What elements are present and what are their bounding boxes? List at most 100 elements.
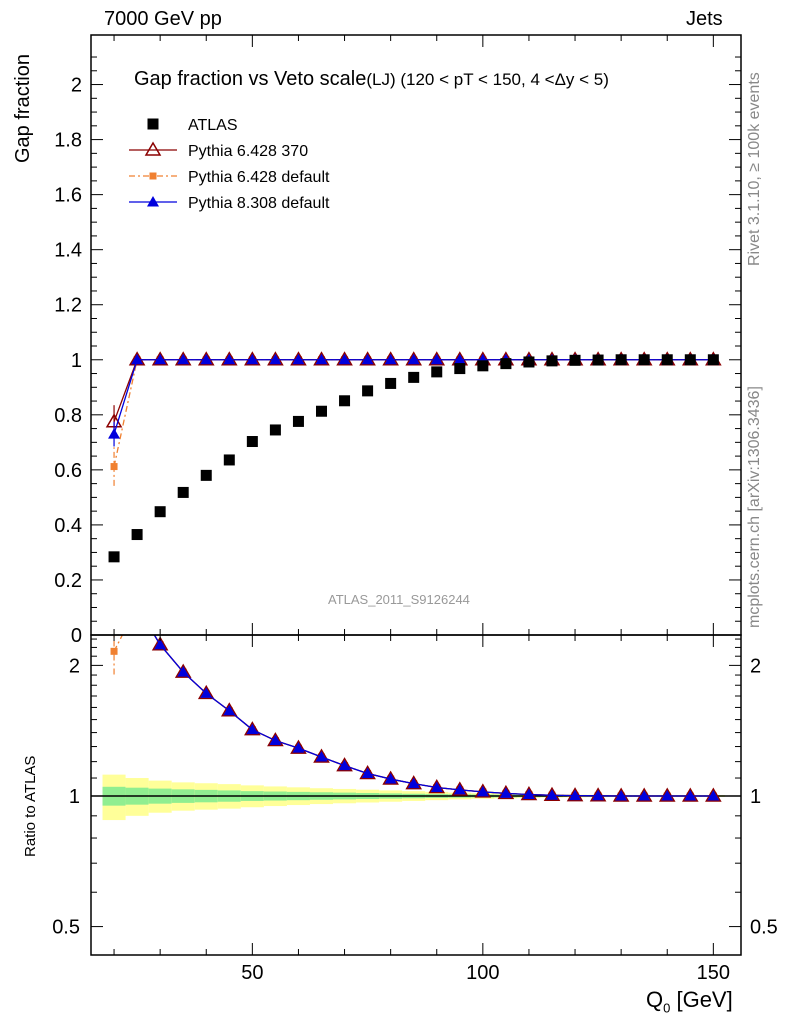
y-tick-label: 1.6 [54,185,82,207]
ratio-data-point [269,734,282,746]
main-data-point [131,529,143,541]
main-data-point [246,353,259,365]
ratio-y-tick-label: 2 [69,655,80,677]
ratio-data-point [220,702,238,717]
legend: ATLAS Pythia 6.428 370 Pythia 6.428 defaul… [129,117,330,212]
ratio-data-point [130,599,144,611]
ratio-data-point [246,723,259,735]
header-left-label: 7000 GeV pp [104,8,222,30]
main-data-point [128,351,146,366]
ratio-data-point [154,638,167,650]
ratio-data-point [197,684,215,700]
ratio-data-point [338,759,351,771]
ratio-data-point [612,787,630,802]
main-data-point [385,377,397,389]
main-data-point [108,428,121,439]
ratio-data-point [476,785,489,797]
ratio-data-point [658,787,676,802]
main-data-point [661,354,673,366]
main-data-point [315,405,327,417]
ratio-data-point [520,785,538,801]
ratio-data-point [543,786,561,801]
main-data-point [638,354,650,366]
ratio-data-point [177,666,190,677]
main-data-point [220,351,238,366]
ratio-data-point [661,789,674,801]
ratio-data-point [589,787,607,802]
y-tick-label: 0.6 [54,460,82,482]
legend-label: Pythia 6.428 370 [188,143,308,160]
legend-label: Pythia 6.428 default [188,169,330,186]
main-data-point [223,454,235,466]
x-axis-label-symbol: Q [646,987,664,1012]
main-data-point [454,363,466,375]
ratio-data-point [361,767,374,778]
x-tick-label: 100 [466,962,499,984]
main-data-point [154,506,166,518]
ratio-data-point [684,789,697,801]
ratio-y-tick-label: 0.5 [52,917,80,939]
ratio-data-point [107,600,121,612]
y-tick-label: 0.4 [54,515,82,537]
main-data-point [405,351,423,366]
main-data-point [361,353,374,365]
main-data-point [110,463,118,471]
main-data-point [408,371,420,383]
main-data-point [362,385,374,397]
legend-label: ATLAS [188,117,238,134]
main-data-point [269,353,282,365]
ratio-data-point [569,789,582,801]
main-data-point [338,353,351,365]
analysis-id-label: ATLAS_2011_S9126244 [328,592,470,607]
main-data-point [384,353,397,365]
ratio-y-tick-label-right: 2 [750,655,761,677]
main-data-point [151,351,169,366]
ratio-data-point [110,647,118,655]
ratio-data-point [134,603,141,610]
ratio-data-point [223,704,236,716]
main-data-point [200,353,213,365]
ratio-data-point [499,787,512,798]
y-tick-label: 0 [71,625,82,647]
x-axis-label-subscript: 0 [663,1000,671,1016]
y-tick-label: 1.4 [54,240,82,262]
main-data-point [592,354,604,366]
plot-title-sub: (LJ) (120 < pT < 150, 4 <Δy < 5) [366,70,609,89]
ratio-y-tick-label-right: 0.5 [750,917,778,939]
ratio-data-point [707,789,720,801]
y-tick-label: 1.8 [54,130,82,152]
ratio-data-point [315,750,328,762]
ratio-data-point [174,663,192,678]
ratio-plot-frame [90,634,742,956]
main-data-point [569,354,581,366]
main-data-point [546,355,558,367]
plot-frames: 50 100 150 0 0.2 0.4 0.6 0.8 1 1.2 1.4 1.6 1.8 2 0.5 0.… [52,34,778,984]
main-data-point [523,356,535,368]
y-tick-label: 0.2 [54,570,82,592]
y-tick-label: 0.8 [54,405,82,427]
main-series-line [113,359,714,435]
main-data-point [244,351,261,366]
main-data-point [269,424,281,436]
main-data-point [477,360,489,372]
main-data-point [177,486,189,498]
legend-label: Pythia 8.308 default [188,195,330,212]
ratio-data-point [407,777,420,789]
header-right-label: Jets [686,8,723,30]
ratio-data-point [292,742,305,753]
main-data-point [197,351,215,366]
x-axis-label-unit: [GeV] [670,987,733,1012]
ratio-data-point [244,721,261,736]
main-data-point [382,351,399,366]
main-data-point [707,354,719,366]
ratio-data-point [635,787,653,802]
ratio-data-point [545,789,558,800]
ratio-data-point [474,783,492,798]
main-data-point [154,353,167,365]
main-data-point [430,353,443,365]
ratio-y-tick-label: 1 [69,786,80,808]
main-data-point [431,366,443,378]
main-data-point [223,353,236,365]
main-series-line [113,359,714,422]
